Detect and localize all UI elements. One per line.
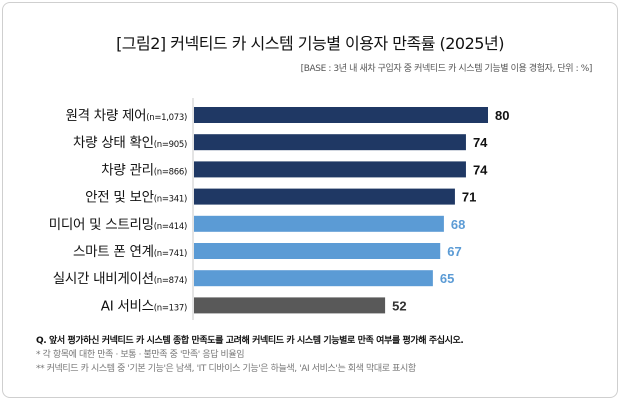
category-name: 차량 상태 확인: [73, 135, 154, 151]
data-label: 68: [451, 217, 465, 232]
sample-size: (n=137): [154, 303, 187, 313]
category-label: 차량 관리(n=866): [101, 162, 187, 178]
bar: [194, 243, 441, 259]
category-name: 원격 차량 제어: [66, 108, 147, 124]
sample-size: (n=741): [154, 249, 187, 259]
data-label: 80: [495, 108, 509, 123]
category-name: 차량 관리: [101, 162, 153, 178]
survey-question: Q. 앞서 평가하신 커넥티드 카 시스템 종합 만족도를 고려해 커넥티드 카…: [36, 336, 464, 346]
note-2: ** 커넥티드 카 시스템 중 '기본 기능'은 남색, 'IT 디바이스 기능…: [36, 364, 416, 374]
sample-size: (n=414): [154, 222, 187, 232]
data-label: 67: [447, 244, 461, 259]
data-label: 52: [392, 298, 406, 313]
category-name: 스마트 폰 연계: [73, 244, 154, 260]
category-label: 원격 차량 제어(n=1,073): [66, 108, 187, 124]
bar: [194, 188, 455, 205]
sample-size: (n=1,073): [146, 113, 187, 123]
sample-size: (n=905): [154, 140, 187, 150]
chart-title: [그림2] 커넥티드 카 시스템 기능별 이용자 만족률 (2025년): [116, 34, 504, 53]
category-name: 실시간 내비게이션: [53, 271, 154, 287]
category-name: 안전 및 보안: [85, 190, 154, 206]
data-label: 74: [473, 135, 488, 150]
sample-size: (n=874): [154, 276, 187, 286]
data-label: 74: [473, 162, 488, 177]
category-label: AI 서비스(n=137): [101, 298, 187, 314]
bar: [194, 215, 444, 232]
bar: [194, 134, 466, 151]
data-label: 65: [440, 271, 454, 286]
bar: [194, 161, 466, 178]
data-label: 71: [462, 190, 476, 205]
category-label: 실시간 내비게이션(n=874): [53, 271, 187, 287]
bar: [194, 270, 433, 287]
category-name: AI 서비스: [101, 298, 154, 314]
chart-subtitle: [BASE : 3년 내 새차 구입자 중 커넥티드 카 시스템 기능별 이용 …: [300, 64, 593, 74]
category-label: 스마트 폰 연계(n=741): [73, 244, 187, 260]
category-label: 차량 상태 확인(n=905): [73, 135, 187, 151]
sample-size: (n=866): [154, 167, 187, 177]
note-1: * 각 항목에 대한 만족 · 보통 · 불만족 중 '만족' 응답 비율임: [36, 350, 245, 360]
notes: Q. 앞서 평가하신 커넥티드 카 시스템 종합 만족도를 고려해 커넥티드 카…: [36, 334, 464, 376]
bar: [194, 107, 488, 123]
sample-size: (n=341): [154, 195, 187, 205]
category-label: 미디어 및 스트리밍(n=414): [49, 217, 187, 233]
category-name: 미디어 및 스트리밍: [49, 217, 154, 233]
category-label: 안전 및 보안(n=341): [85, 190, 187, 206]
bar: [194, 297, 386, 314]
